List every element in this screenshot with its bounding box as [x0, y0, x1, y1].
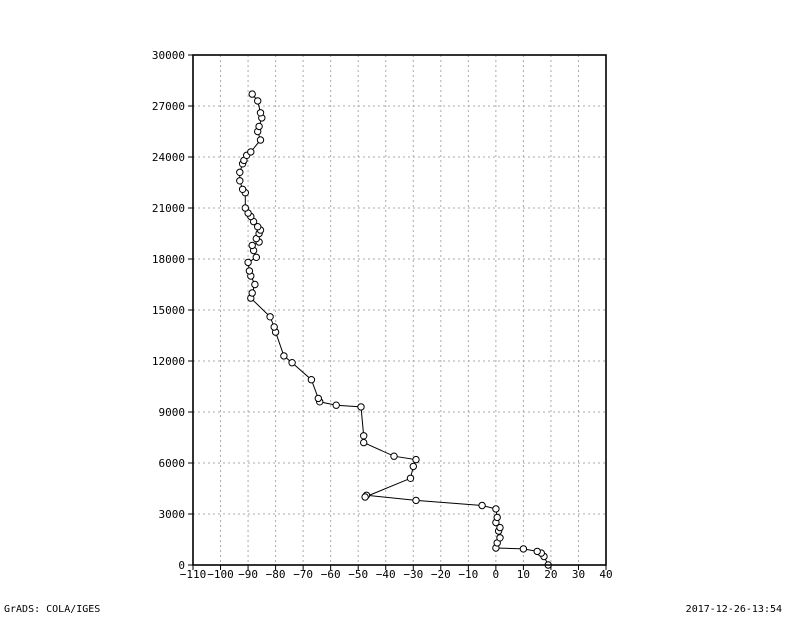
y-tick-label: 12000 [152, 355, 185, 368]
data-point [256, 136, 265, 144]
y-tick-label: 27000 [152, 100, 185, 113]
y-tick-label: 9000 [159, 406, 186, 419]
y-tick-label: 30000 [152, 49, 185, 62]
data-point [307, 376, 316, 384]
data-point [252, 253, 260, 261]
y-tick-label: 6000 [159, 457, 186, 470]
data-point [406, 474, 415, 482]
data-point [244, 258, 252, 267]
footer-timestamp: 2017-12-26-13:54 [685, 604, 782, 615]
data-point [314, 394, 322, 403]
x-tick-label: −100 [207, 568, 234, 581]
x-tick-label: 10 [517, 568, 530, 581]
x-tick-label: 0 [493, 568, 500, 581]
x-tick-label: −80 [266, 568, 286, 581]
data-point [412, 455, 420, 464]
data-point [332, 401, 340, 409]
x-tick-label: −50 [348, 568, 368, 581]
data-point [248, 241, 256, 250]
x-tick-label: −20 [431, 568, 451, 581]
x-tick-label: 30 [572, 568, 585, 581]
data-point [247, 148, 255, 156]
data-point [241, 204, 250, 212]
data-series [236, 90, 552, 569]
data-point [519, 545, 528, 553]
data-point [496, 534, 504, 542]
data-point [360, 432, 368, 440]
y-tick-label: 18000 [152, 253, 185, 266]
data-point [238, 185, 247, 194]
data-point [533, 547, 541, 556]
data-point [492, 505, 500, 513]
data-point [357, 403, 365, 411]
data-point [496, 523, 504, 532]
tick-labels: −110 −100 −90 −80 −70 −60 −50 −40 −30 −20 −10 0 10 20… [152, 49, 613, 581]
data-point [251, 280, 259, 289]
x-tick-label: −30 [403, 568, 423, 581]
data-point [409, 462, 417, 471]
data-point [493, 513, 501, 522]
data-point [248, 289, 256, 297]
data-point [236, 177, 244, 185]
data-point [248, 90, 256, 98]
y-tick-label: 15000 [152, 304, 185, 317]
footer-credit: GrADS: COLA/IGES [4, 604, 101, 615]
y-tick-label: 24000 [152, 151, 185, 164]
x-tick-label: −10 [458, 568, 478, 581]
data-point [390, 452, 398, 460]
data-point [266, 313, 274, 321]
x-tick-label: 40 [599, 568, 612, 581]
x-tick-label: −90 [238, 568, 258, 581]
y-tick-label: 21000 [152, 202, 185, 215]
data-point [361, 493, 369, 501]
x-tick-label: −70 [293, 568, 313, 581]
data-point [280, 352, 288, 360]
data-point [236, 168, 244, 177]
data-point [256, 109, 265, 117]
data-point [360, 438, 368, 447]
series-line [239, 93, 549, 566]
axes [188, 54, 607, 570]
x-tick-label: 20 [544, 568, 557, 581]
data-point [245, 267, 254, 275]
data-point [412, 496, 420, 505]
data-point [288, 359, 296, 367]
x-tick-label: −60 [321, 568, 341, 581]
data-point [270, 323, 278, 331]
grid-lines [193, 55, 606, 565]
data-point [478, 501, 486, 510]
y-tick-label: 3000 [159, 508, 186, 521]
y-tick-label: 0 [178, 559, 185, 572]
data-point [255, 122, 263, 131]
x-tick-label: −40 [376, 568, 396, 581]
x-tick-label: −110 [180, 568, 207, 581]
data-point [254, 223, 262, 231]
data-point [254, 97, 262, 105]
plot-frame [192, 54, 607, 566]
